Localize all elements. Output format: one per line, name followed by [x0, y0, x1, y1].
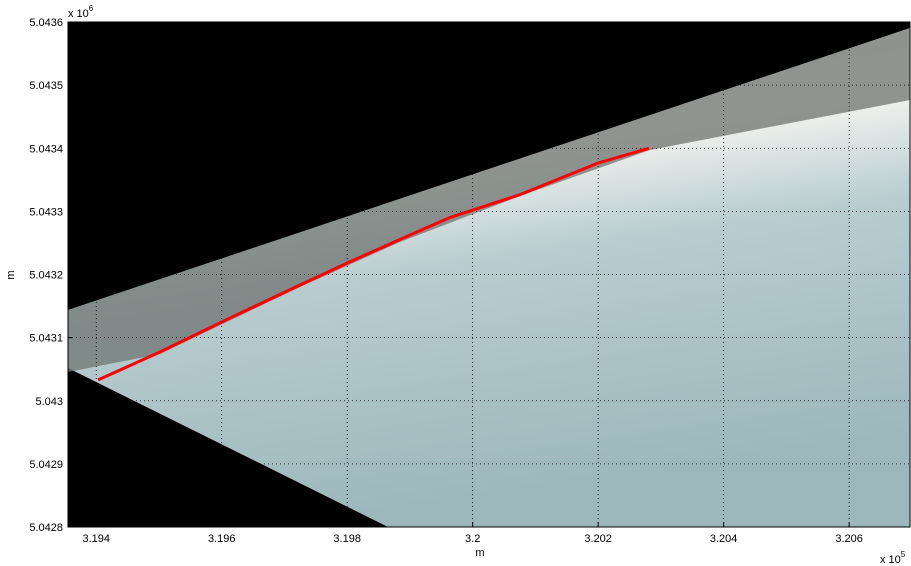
y-tick-label: 5.0429 [29, 459, 63, 471]
shore-strip [68, 28, 910, 372]
y-tick-label: 5.0436 [29, 17, 63, 29]
x-tick-label: 3.204 [710, 533, 738, 545]
y-multiplier: x 106 [68, 4, 94, 20]
x-multiplier: x 105 [880, 550, 906, 566]
y-tick-label: 5.0434 [29, 143, 63, 155]
y-tick-label: 5.0428 [29, 522, 63, 534]
x-tick-label: 3.198 [333, 533, 361, 545]
y-tick-label: 5.0433 [29, 206, 63, 218]
y-tick-label: 5.0431 [29, 333, 63, 345]
y-multiplier-exponent: 6 [89, 4, 94, 13]
x-multiplier-base: x 10 [880, 554, 901, 566]
x-tick-label: 3.202 [584, 533, 612, 545]
x-tick-label: 3.194 [82, 533, 110, 545]
y-tick-label: 5.0435 [29, 80, 63, 92]
shoreline [97, 146, 650, 382]
x-tick-label: 3.196 [208, 533, 236, 545]
y-multiplier-base: x 10 [68, 8, 89, 20]
x-axis-label: m [475, 547, 484, 559]
y-tick-label: 5.043 [35, 396, 63, 408]
y-axis-label: m [5, 270, 17, 279]
x-multiplier-exponent: 5 [901, 550, 906, 559]
x-tick-label: 3.2 [465, 533, 480, 545]
x-tick-label: 3.206 [835, 533, 863, 545]
rectified-image [68, 28, 910, 527]
y-tick-label: 5.0432 [29, 270, 63, 282]
